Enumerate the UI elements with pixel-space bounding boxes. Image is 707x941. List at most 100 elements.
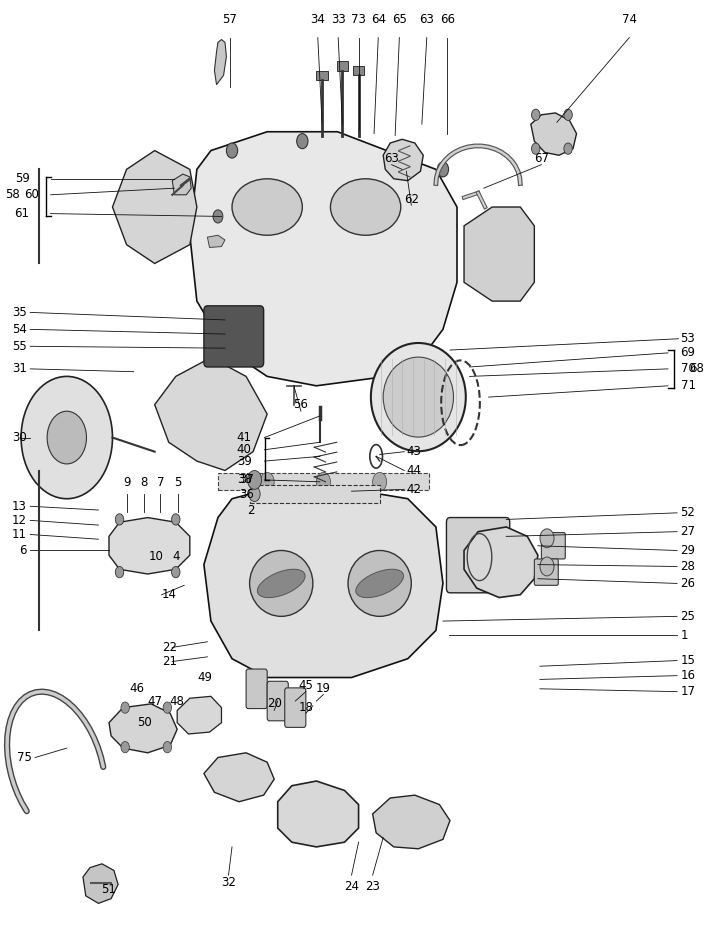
Polygon shape bbox=[83, 864, 118, 903]
Circle shape bbox=[115, 566, 124, 578]
Circle shape bbox=[163, 702, 172, 713]
Text: 9: 9 bbox=[123, 476, 130, 489]
FancyBboxPatch shape bbox=[204, 306, 264, 367]
Text: 36: 36 bbox=[240, 487, 255, 501]
Text: 61: 61 bbox=[15, 207, 30, 220]
Text: 48: 48 bbox=[170, 694, 185, 708]
Text: 59: 59 bbox=[15, 172, 30, 185]
Circle shape bbox=[395, 143, 407, 158]
Text: 28: 28 bbox=[681, 560, 696, 573]
Text: 75: 75 bbox=[17, 751, 32, 764]
Ellipse shape bbox=[250, 550, 313, 616]
Ellipse shape bbox=[356, 569, 404, 598]
Text: 57: 57 bbox=[223, 13, 238, 26]
Text: 11: 11 bbox=[12, 528, 27, 541]
Text: 56: 56 bbox=[293, 398, 308, 411]
FancyBboxPatch shape bbox=[250, 485, 380, 503]
Text: 5: 5 bbox=[174, 476, 182, 489]
Text: 13: 13 bbox=[12, 500, 27, 513]
Text: 4: 4 bbox=[172, 550, 180, 564]
FancyBboxPatch shape bbox=[534, 559, 559, 585]
Text: 35: 35 bbox=[12, 306, 27, 319]
Circle shape bbox=[163, 742, 172, 753]
Text: 64: 64 bbox=[370, 13, 386, 26]
Text: 37: 37 bbox=[240, 473, 255, 486]
Text: 1: 1 bbox=[681, 629, 688, 642]
Text: 44: 44 bbox=[407, 464, 421, 477]
Circle shape bbox=[47, 411, 86, 464]
Text: 12: 12 bbox=[12, 514, 27, 527]
FancyBboxPatch shape bbox=[285, 688, 306, 727]
Circle shape bbox=[564, 109, 572, 120]
Text: 24: 24 bbox=[344, 880, 359, 893]
Text: 6: 6 bbox=[19, 544, 27, 557]
Polygon shape bbox=[214, 40, 226, 85]
Circle shape bbox=[226, 143, 238, 158]
Polygon shape bbox=[155, 358, 267, 470]
Circle shape bbox=[540, 529, 554, 548]
Ellipse shape bbox=[312, 486, 327, 496]
Text: 62: 62 bbox=[404, 193, 419, 206]
Text: 25: 25 bbox=[681, 610, 696, 623]
Text: 67: 67 bbox=[534, 152, 549, 165]
Text: 38: 38 bbox=[237, 473, 252, 486]
Circle shape bbox=[115, 514, 124, 525]
Text: 8: 8 bbox=[141, 476, 148, 489]
Text: 10: 10 bbox=[148, 550, 163, 564]
Text: 55: 55 bbox=[12, 340, 27, 353]
Circle shape bbox=[532, 109, 540, 120]
Text: 41: 41 bbox=[237, 431, 252, 444]
Polygon shape bbox=[373, 795, 450, 849]
Text: 21: 21 bbox=[162, 655, 177, 668]
Text: 49: 49 bbox=[198, 671, 213, 684]
Ellipse shape bbox=[383, 358, 453, 438]
Ellipse shape bbox=[232, 179, 303, 235]
Text: 63: 63 bbox=[384, 152, 399, 165]
Circle shape bbox=[297, 134, 308, 149]
Ellipse shape bbox=[371, 343, 466, 452]
Bar bbox=[317, 71, 327, 80]
Text: 68: 68 bbox=[689, 362, 704, 375]
Ellipse shape bbox=[330, 179, 401, 235]
Circle shape bbox=[317, 472, 330, 491]
Text: 39: 39 bbox=[237, 455, 252, 468]
Polygon shape bbox=[383, 139, 423, 181]
Polygon shape bbox=[531, 113, 576, 155]
Circle shape bbox=[540, 557, 554, 576]
Polygon shape bbox=[112, 151, 197, 263]
Text: 34: 34 bbox=[310, 13, 325, 26]
Text: 16: 16 bbox=[681, 669, 696, 682]
Ellipse shape bbox=[348, 550, 411, 616]
Text: 20: 20 bbox=[267, 697, 281, 710]
Text: 74: 74 bbox=[621, 13, 637, 26]
Circle shape bbox=[260, 472, 274, 491]
Polygon shape bbox=[204, 489, 443, 678]
Circle shape bbox=[121, 742, 129, 753]
Polygon shape bbox=[190, 132, 457, 386]
Text: 66: 66 bbox=[440, 13, 455, 26]
Circle shape bbox=[249, 486, 260, 502]
Text: 71: 71 bbox=[681, 379, 696, 392]
Text: 63: 63 bbox=[419, 13, 434, 26]
Text: 30: 30 bbox=[12, 431, 27, 444]
Text: 43: 43 bbox=[407, 445, 421, 458]
Text: 70: 70 bbox=[681, 362, 696, 375]
Text: 65: 65 bbox=[392, 13, 407, 26]
Circle shape bbox=[532, 143, 540, 154]
Bar bbox=[337, 61, 348, 71]
Circle shape bbox=[373, 472, 387, 491]
Circle shape bbox=[564, 143, 572, 154]
Text: 58: 58 bbox=[5, 188, 20, 201]
Circle shape bbox=[213, 210, 223, 223]
Text: 54: 54 bbox=[12, 323, 27, 336]
Text: 23: 23 bbox=[366, 880, 380, 893]
Text: 27: 27 bbox=[681, 525, 696, 538]
Text: 60: 60 bbox=[24, 188, 39, 201]
Circle shape bbox=[172, 514, 180, 525]
Text: 29: 29 bbox=[681, 544, 696, 557]
Polygon shape bbox=[464, 527, 538, 598]
Circle shape bbox=[121, 702, 129, 713]
Text: 14: 14 bbox=[162, 588, 177, 601]
FancyBboxPatch shape bbox=[542, 533, 566, 559]
Text: 26: 26 bbox=[681, 577, 696, 590]
